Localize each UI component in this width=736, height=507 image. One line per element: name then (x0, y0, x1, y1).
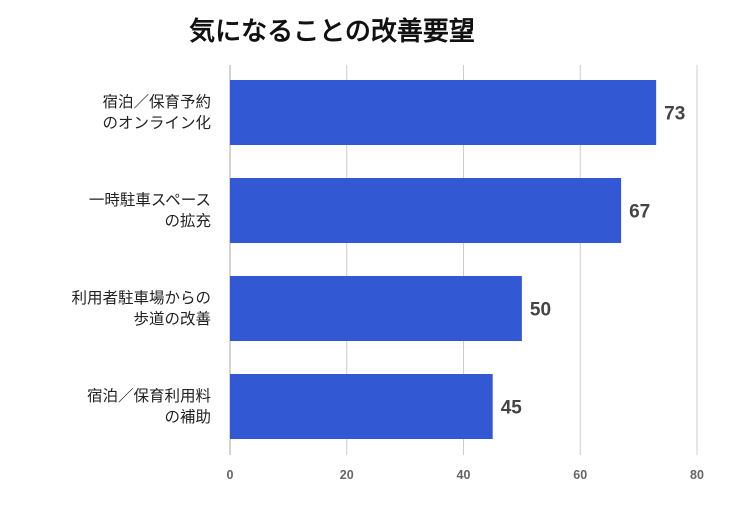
category-label-1-line-2: のオンライン化 (102, 114, 211, 132)
data-label-3: 50 (530, 300, 551, 321)
x-tick-label-0: 0 (227, 468, 234, 482)
x-tick-labels: 0 20 40 60 80 (227, 468, 704, 482)
data-label-2: 67 (629, 202, 650, 223)
category-label-3-line-2: 歩道の改善 (133, 310, 211, 328)
x-tick-label-80: 80 (690, 468, 704, 482)
category-label-1-line-1: 宿泊／保育予約 (102, 93, 211, 111)
x-tick-label-60: 60 (573, 468, 587, 482)
bar-4 (230, 374, 493, 439)
data-label-1: 73 (664, 104, 685, 125)
category-label-4-line-2: の補助 (164, 408, 211, 426)
chart-title: 気になることの改善要望 (189, 16, 475, 47)
data-label-4: 45 (501, 398, 523, 419)
category-label-3-line-1: 利用者駐車場からの (71, 289, 211, 307)
category-label-2-line-2: の拡充 (164, 212, 211, 230)
category-label-4-line-1: 宿泊／保育利用料 (87, 387, 211, 405)
category-labels: 宿泊／保育予約のオンライン化一時駐車スペースの拡充利用者駐車場からの歩道の改善宿… (71, 93, 211, 426)
bar-1 (230, 80, 657, 145)
category-label-2-line-1: 一時駐車スペース (89, 191, 211, 209)
x-tick-label-40: 40 (457, 468, 471, 482)
bars: 73 67 50 45 (230, 80, 685, 439)
bar-2 (230, 178, 622, 243)
bar-3 (230, 276, 522, 341)
x-tick-label-20: 20 (340, 468, 354, 482)
